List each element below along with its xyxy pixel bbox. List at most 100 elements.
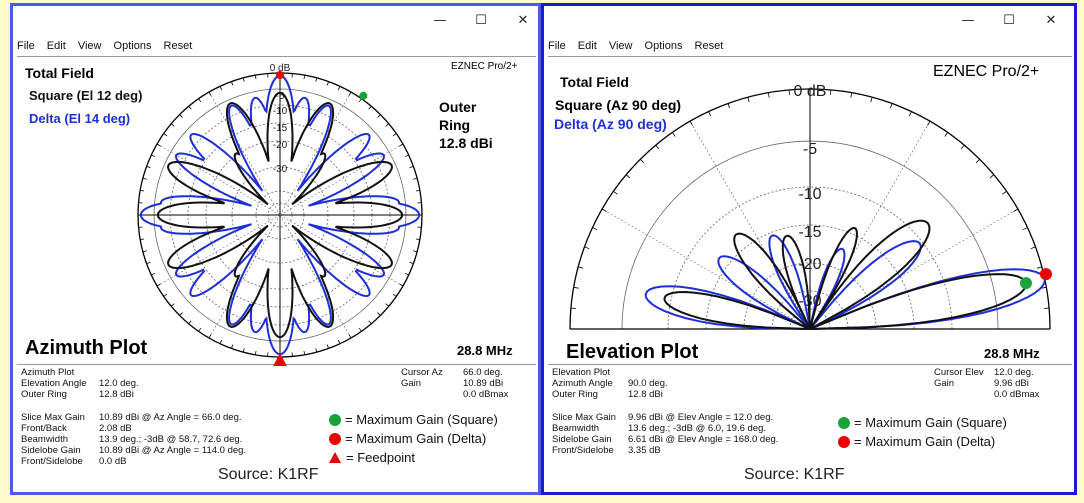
ring-label: -30 <box>273 164 288 175</box>
close-icon[interactable]: ✕ <box>517 13 529 28</box>
menu-file[interactable]: File <box>548 40 566 52</box>
maximize-icon[interactable]: ☐ <box>1003 13 1015 28</box>
tick-mark <box>613 191 618 195</box>
max-gain-square-marker <box>359 91 368 100</box>
series-square-label: Square (El 12 deg) <box>29 88 143 103</box>
cursor-value: 0.0 dBmax <box>994 389 1040 400</box>
max-gain-delta-marker <box>276 71 284 79</box>
legend-item: = Maximum Gain (Square) <box>838 413 1007 432</box>
tick-mark <box>944 132 948 137</box>
legend-item: = Maximum Gain (Delta) <box>329 429 498 448</box>
tick-mark <box>368 320 372 325</box>
tick-mark <box>140 238 145 241</box>
tick-mark <box>208 334 212 339</box>
tick-mark <box>975 159 980 164</box>
ring-label: -10 <box>273 106 288 117</box>
stat-value: 13.9 deg.; -3dB @ 58.7, 72.6 deg. <box>99 434 243 445</box>
info-value: 90.0 deg. <box>628 378 668 389</box>
stat-value: 6.61 dBi @ Elev Angle = 168.0 deg. <box>628 434 779 445</box>
menu-options[interactable]: Options <box>644 40 683 52</box>
legend-text: = Maximum Gain (Square) <box>345 412 498 427</box>
menu-view[interactable]: View <box>608 40 633 52</box>
menu-file[interactable]: File <box>17 40 35 52</box>
tick-mark <box>1002 191 1007 195</box>
tick-mark <box>163 133 168 137</box>
tick-mark <box>625 174 631 179</box>
tick-mark <box>146 166 151 169</box>
feedpoint-marker <box>273 353 287 366</box>
square-pattern-line <box>156 91 404 339</box>
tick-mark <box>870 97 873 103</box>
tick-mark <box>578 266 584 269</box>
tick-mark <box>326 344 329 349</box>
tick-mark <box>156 283 161 287</box>
cursor-value: 9.96 dBi <box>994 378 1029 389</box>
tick-mark <box>584 246 590 250</box>
tick-mark <box>960 144 965 150</box>
stat-value: 2.08 dB <box>99 423 132 434</box>
ring-label: -10 <box>798 186 821 203</box>
tick-mark <box>231 344 234 349</box>
grid-ring <box>705 224 915 330</box>
menu-options[interactable]: Options <box>113 40 152 52</box>
tick-mark <box>592 227 598 231</box>
stat-value: 3.35 dB <box>628 445 661 456</box>
tick-mark <box>348 334 352 339</box>
tick-mark <box>179 114 183 118</box>
info-value: 12.0 deg. <box>99 378 139 389</box>
tick-mark <box>242 77 245 82</box>
tick-mark <box>1022 227 1028 231</box>
stat-value: 13.6 deg.; -3dB @ 6.0, 19.6 deg. <box>628 423 766 434</box>
menu-view[interactable]: View <box>77 40 102 52</box>
stat-value: 10.89 dBi @ Az Angle = 66.0 deg. <box>99 412 242 423</box>
info-header: Azimuth Plot <box>21 367 75 378</box>
title-bar[interactable]: — ☐ ✕ <box>13 6 538 36</box>
tick-mark <box>889 103 893 109</box>
elevation-polar-chart: 0 dB-5-10-15-20-30 <box>569 83 1052 331</box>
azimuth-polar-chart: 0 dB -5 -10 -15 -20 -30 <box>137 63 423 366</box>
tick-mark <box>708 111 712 117</box>
tick-mark <box>219 86 223 91</box>
stat-value: 0.0 dB <box>99 456 127 467</box>
tick-mark <box>188 105 192 110</box>
menu-edit[interactable]: Edit <box>46 40 66 52</box>
red-dot-icon <box>329 432 341 445</box>
square-pattern-line <box>663 219 1028 331</box>
tick-mark <box>727 103 731 109</box>
tick-mark <box>399 283 404 287</box>
cursor-value: 66.0 deg. <box>463 367 503 378</box>
tick-mark <box>908 111 912 117</box>
info-label: Azimuth Angle <box>552 378 613 389</box>
minimize-icon[interactable]: — <box>961 13 975 28</box>
menu-reset[interactable]: Reset <box>163 40 193 52</box>
tick-mark <box>377 312 381 316</box>
tick-mark <box>315 348 318 353</box>
menu-edit[interactable]: Edit <box>577 40 597 52</box>
ring-label: -15 <box>273 123 288 134</box>
plot-title: Total Field <box>560 74 629 90</box>
close-icon[interactable]: ✕ <box>1045 13 1057 28</box>
minimize-icon[interactable]: — <box>433 13 447 28</box>
cursor-label: Cursor Elev <box>934 367 984 378</box>
legend-text: = Maximum Gain (Delta) <box>854 434 996 449</box>
legend: = Maximum Gain (Square) = Maximum Gain (… <box>838 413 1007 451</box>
stat-label: Beamwidth <box>21 434 68 445</box>
elevation-plot-area[interactable]: 0 dB -5 -10 -15 -20 -30 Total Field Square (A… <box>548 56 1072 365</box>
tick-mark <box>151 272 156 276</box>
tick-mark <box>1013 208 1019 212</box>
legend-text: = Maximum Gain (Square) <box>854 415 1007 430</box>
tick-mark <box>326 81 329 86</box>
tick-mark <box>377 114 381 118</box>
maximize-icon[interactable]: ☐ <box>475 13 487 28</box>
menu-reset[interactable]: Reset <box>694 40 724 52</box>
title-bar[interactable]: — ☐ ✕ <box>544 6 1074 36</box>
menu-bar: File Edit View Options Reset <box>548 40 732 56</box>
tick-mark <box>689 120 693 126</box>
outer-ring-value: 12.8 dBi <box>439 135 493 151</box>
legend-item: = Maximum Gain (Delta) <box>838 432 1007 451</box>
tick-mark <box>399 143 404 147</box>
tick-mark <box>385 123 390 127</box>
azimuth-plot-area[interactable]: 0 dB -5 -10 -15 -20 -30 Total Field Square (E… <box>17 56 536 366</box>
tick-mark <box>254 75 257 80</box>
stat-label: Front/Sidelobe <box>552 445 614 456</box>
